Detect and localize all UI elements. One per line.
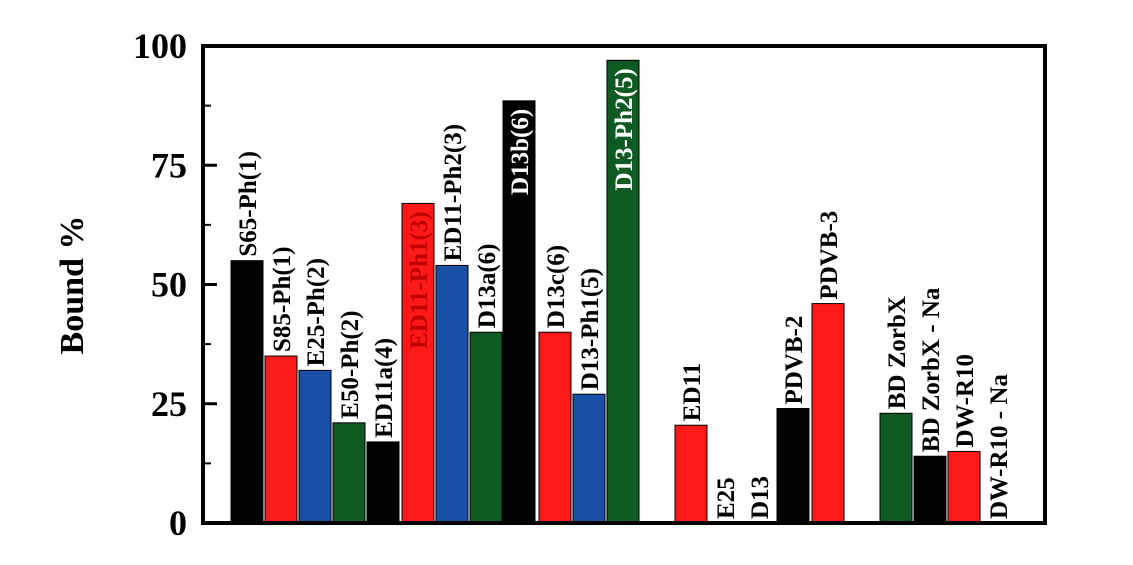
bar-label-ed11-ph1-3: ED11-Ph1(3) [406,211,433,349]
bar-label-bd-zorbx-na: BD ZorbX - Na [918,287,945,452]
bar-label-d13-ph1-5: D13-Ph1(5) [577,268,604,390]
bar-label-ed11a-4: ED11a(4) [371,338,398,438]
bar-label-pdvb-2: PDVB-2 [781,316,808,405]
bar-s65-ph-1 [230,260,264,524]
bar-d13-ph2-5 [606,59,640,524]
bar-label-dw-r10: DW-R10 [952,354,979,448]
bar-pdvb-2 [776,408,810,524]
bar-pdvb-3 [811,303,845,524]
y-axis-title: Bound % [54,216,91,355]
bar-label-ed11: ED11 [679,363,706,421]
bar-ed11-ph1-3 [401,202,435,524]
y-tick-label-25: 25 [151,384,187,424]
bar-s85-ph-1 [264,355,298,524]
bar-d13b-6 [502,100,536,524]
bar-label-bd-zorbx: BD ZorbX [884,296,911,409]
bar-e50-ph-2 [332,422,366,524]
bar-d13c-6 [538,331,572,524]
y-tick-label-50: 50 [151,265,187,305]
bar-label-d13-ph2-5: D13-Ph2(5) [611,68,638,190]
bar-label-s85-ph-1: S85-Ph(1) [269,246,296,352]
bar-label-ed11-ph2-3: ED11-Ph2(3) [440,124,467,262]
bar-bd-zorbx-na [913,455,947,524]
bar-label-d13: D13 [747,476,774,519]
bar-label-e25: E25 [713,477,740,519]
bar-bd-zorbx [879,412,913,524]
bar-ed11a-4 [366,441,400,524]
bars-layer [230,59,981,524]
bar-d13a-6 [469,331,503,524]
bar-label-e25-ph-2: E25-Ph(2) [303,258,330,366]
y-tick-label-100: 100 [133,26,187,66]
bar-ed11-ph2-3 [435,264,469,524]
bar-ed11 [674,424,708,524]
bar-d13-ph1-5 [572,393,606,524]
bar-label-d13a-6: D13a(6) [474,243,501,328]
axes-layer: 0 25 50 75 100 [133,26,1047,543]
bar-label-dw-r10-na: DW-R10 - Na [986,374,1013,519]
bar-label-s65-ph-1: S65-Ph(1) [235,151,262,257]
y-tick-label-0: 0 [169,503,187,543]
bar-label-d13c-6: D13c(6) [543,245,570,328]
y-tick-label-75: 75 [151,145,187,185]
bar-dw-r10 [947,450,981,524]
bar-label-e50-ph-2: E50-Ph(2) [337,311,364,419]
bar-label-pdvb-3: PDVB-3 [816,211,843,300]
bar-labels-layer: S65-Ph(1) S85-Ph(1) E25-Ph(2) E50-Ph(2) ED11… [235,68,1013,519]
bar-label-d13b-6: D13b(6) [507,109,534,195]
bar-e25-ph-2 [298,369,332,524]
